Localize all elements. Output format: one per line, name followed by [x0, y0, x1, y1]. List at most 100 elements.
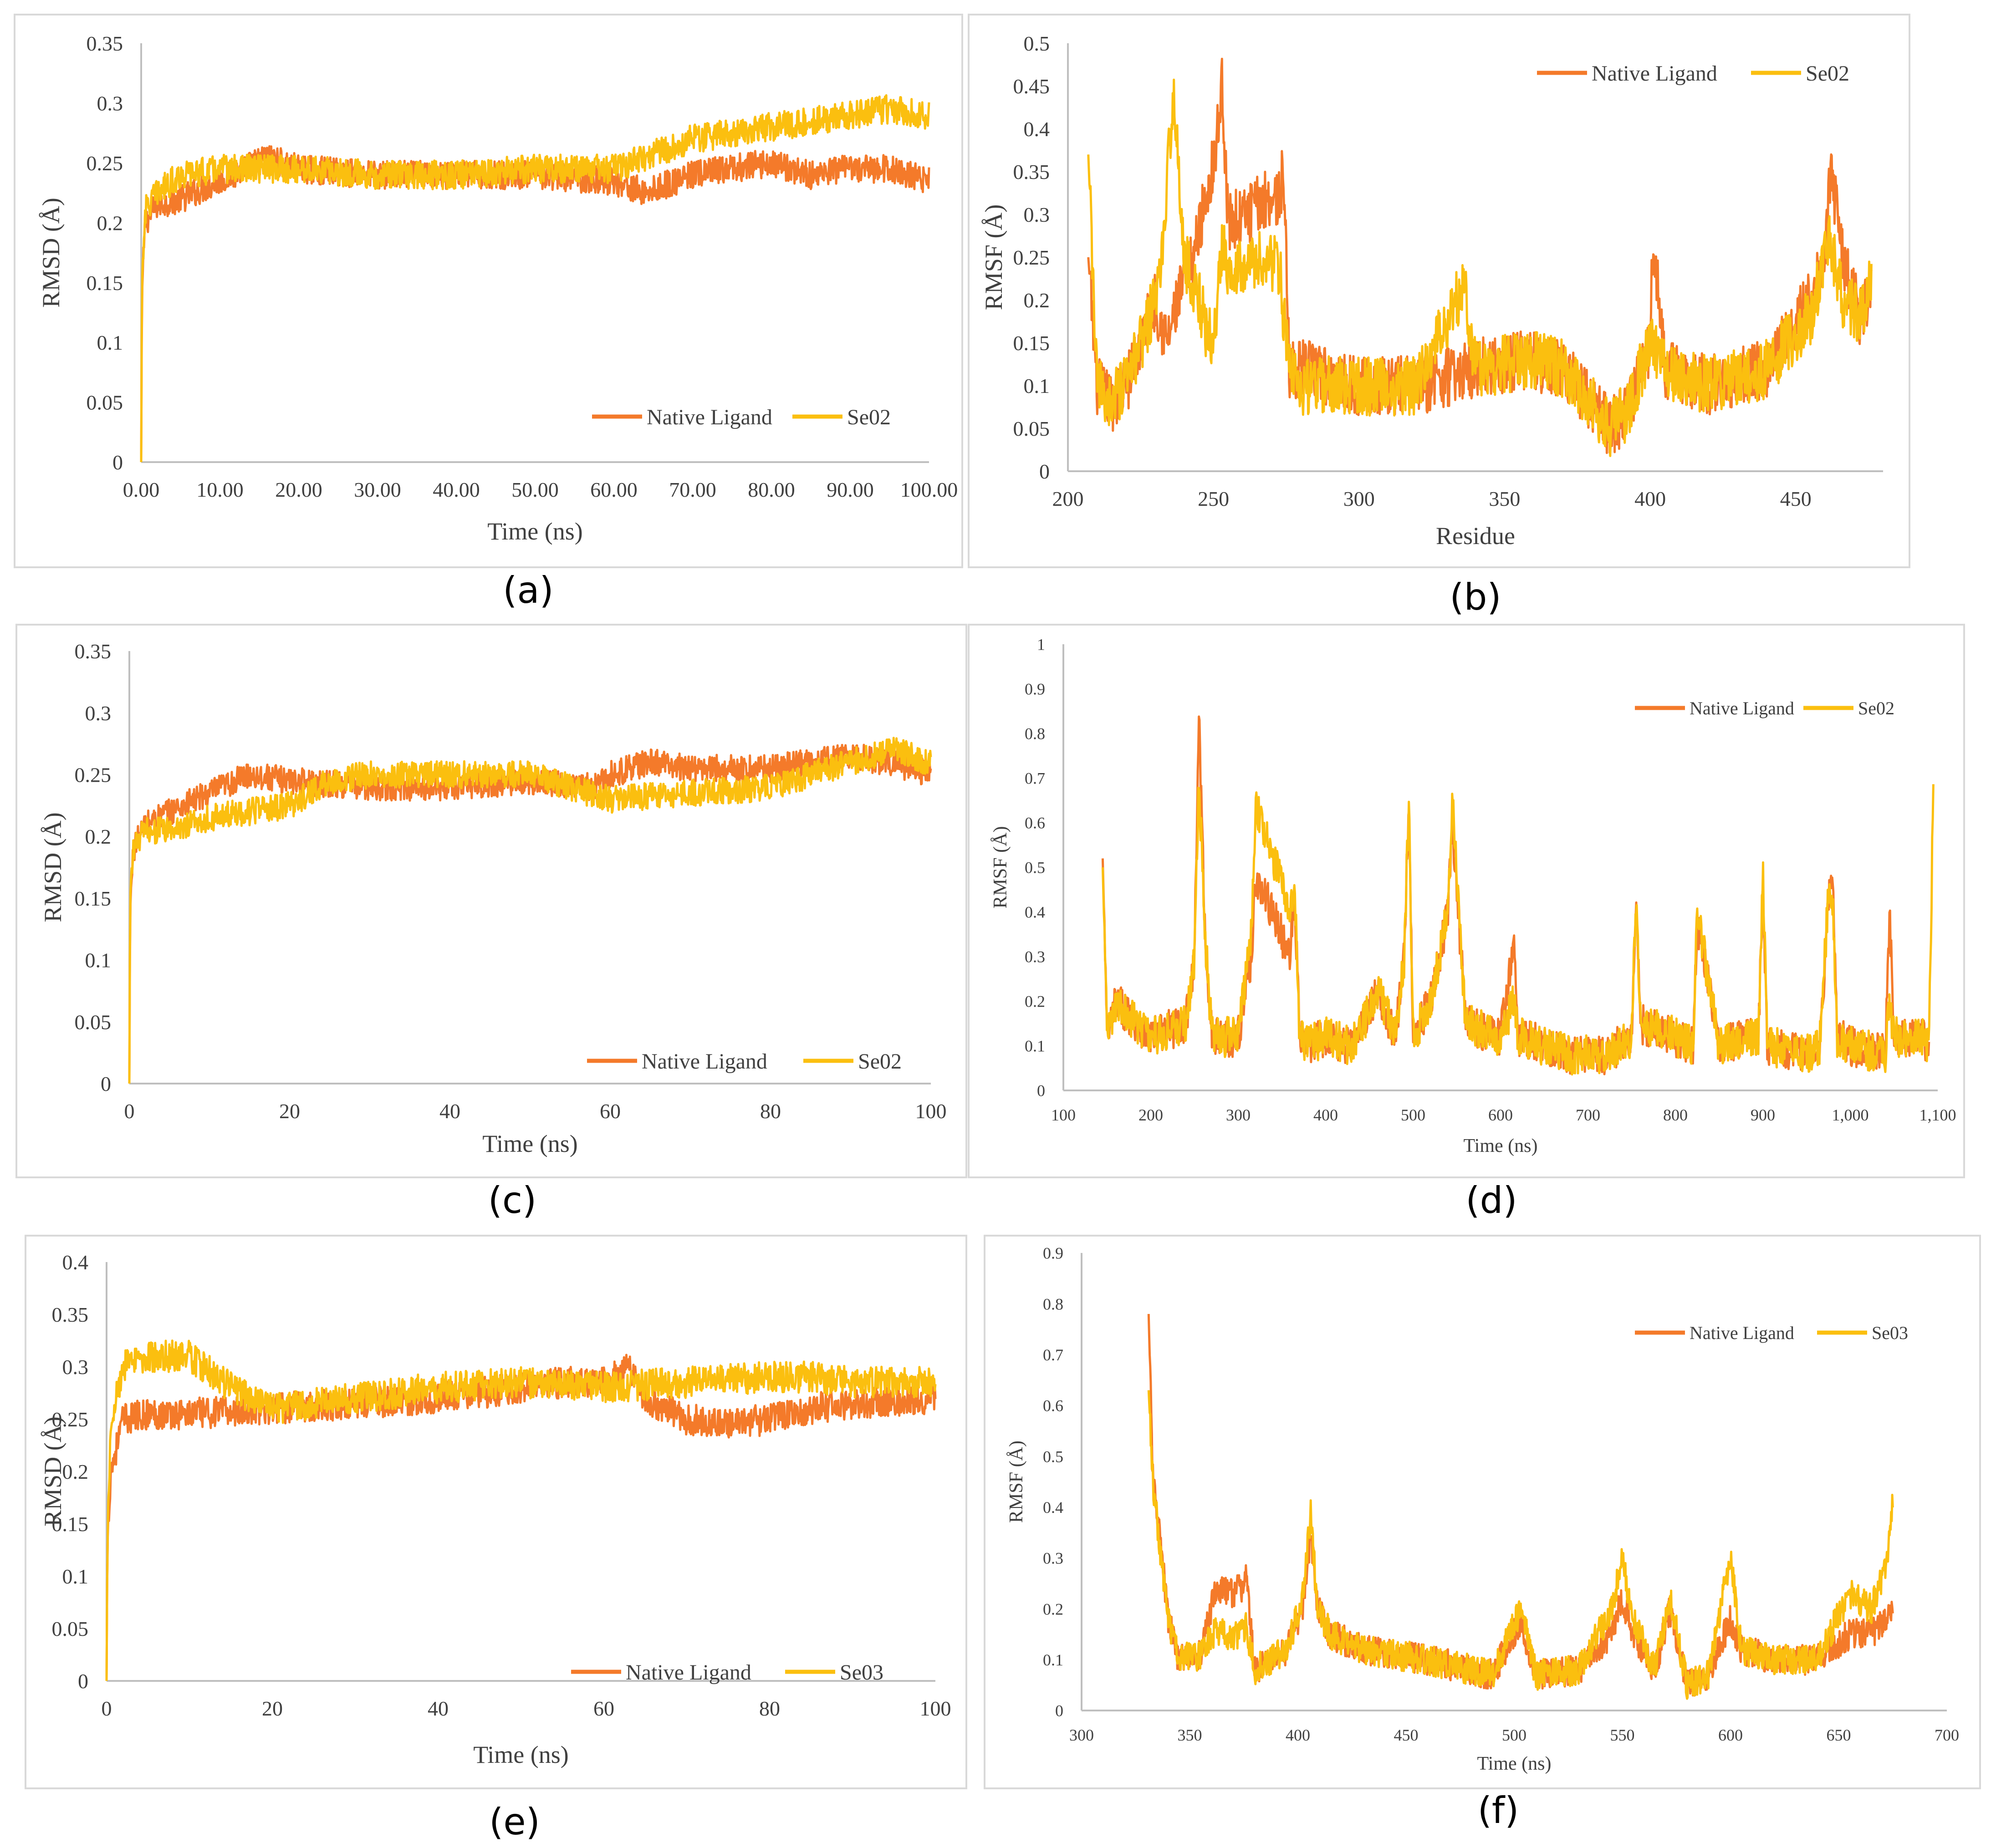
series-line-native-ligand — [105, 1354, 937, 1681]
y-tick-label: 0.25 — [1013, 246, 1050, 269]
x-tick-label: 70.00 — [669, 478, 716, 501]
panel-label-f: (f) — [1477, 1789, 1519, 1832]
y-tick-label: 0.3 — [1043, 1549, 1063, 1568]
y-tick-label: 0.35 — [1013, 160, 1050, 183]
y-tick-label: 0.4 — [1024, 117, 1050, 141]
y-tick-label: 0.05 — [75, 1010, 112, 1033]
y-tick-label: 0.9 — [1025, 680, 1045, 698]
y-tick-label: 0.35 — [75, 640, 112, 663]
series-line-native-ligand — [128, 743, 932, 1084]
legend-label: Native Ligand — [626, 1660, 751, 1685]
x-tick-label: 0.00 — [123, 478, 160, 501]
panel-label-e: (e) — [489, 1801, 540, 1843]
y-tick-label: 0.6 — [1043, 1397, 1063, 1415]
x-tick-label: 350 — [1489, 487, 1520, 510]
y-tick-label: 0.2 — [62, 1460, 89, 1483]
y-tick-label: 0.25 — [87, 152, 123, 175]
x-tick-label: 100 — [1051, 1106, 1076, 1124]
y-tick-label: 0.25 — [75, 764, 112, 787]
y-tick-label: 0.05 — [52, 1617, 89, 1640]
x-tick-label: 300 — [1069, 1726, 1094, 1744]
y-tick-label: 0.05 — [87, 391, 123, 414]
y-tick-label: 0.3 — [85, 702, 112, 725]
y-tick-label: 0.6 — [1025, 814, 1045, 832]
y-tick-label: 0.7 — [1025, 769, 1045, 788]
panel-b — [968, 14, 1910, 568]
x-tick-label: 100 — [915, 1100, 947, 1123]
x-tick-label: 450 — [1780, 487, 1812, 510]
legend-label: Se03 — [840, 1660, 883, 1685]
y-tick-label: 0.15 — [75, 887, 112, 910]
y-tick-label: 0.2 — [1024, 289, 1050, 312]
series-line-ligand — [128, 737, 932, 1084]
y-tick-label: 0.35 — [87, 32, 123, 55]
x-tick-label: 550 — [1610, 1726, 1635, 1744]
x-tick-label: 500 — [1401, 1106, 1425, 1124]
series-line-ligand — [1147, 1390, 1894, 1700]
x-axis-label: Time (ns) — [482, 1130, 578, 1157]
x-tick-label: 20 — [262, 1697, 283, 1720]
y-tick-label: 0.3 — [97, 92, 123, 115]
x-tick-label: 80 — [760, 1100, 781, 1123]
y-tick-label: 0.15 — [87, 271, 123, 295]
y-axis-label: RMSD (Å) — [39, 1416, 66, 1527]
y-axis-label: RMSF (Å) — [980, 204, 1007, 311]
x-tick-label: 60.00 — [590, 478, 638, 501]
x-tick-label: 80.00 — [748, 478, 795, 501]
x-tick-label: 500 — [1502, 1726, 1526, 1744]
x-tick-label: 600 — [1488, 1106, 1513, 1124]
y-tick-label: 0.5 — [1025, 859, 1045, 877]
y-tick-label: 0.35 — [52, 1303, 89, 1326]
x-tick-label: 400 — [1313, 1106, 1338, 1124]
x-tick-label: 10.00 — [196, 478, 244, 501]
x-tick-label: 650 — [1827, 1726, 1851, 1744]
chart-b-rmsf: 0 0.05 0.1 0.15 0.2 0.25 0.3 0.35 0.4 0.45 0.5 200 2… — [980, 32, 1883, 550]
y-axis-label: RMSF (Å) — [1006, 1441, 1027, 1523]
y-tick-label: 0 — [101, 1072, 111, 1095]
y-tick-label: 0.2 — [1043, 1600, 1063, 1618]
legend-label: Se02 — [847, 405, 891, 429]
y-tick-label: 0.2 — [97, 211, 123, 234]
y-tick-label: 0.1 — [1025, 1037, 1045, 1055]
x-tick-label: 450 — [1394, 1726, 1419, 1744]
chart-c-rmsd: 0 0.05 0.1 0.15 0.2 0.25 0.3 0.35 0 20 40 60 80 100 Ti… — [39, 640, 947, 1157]
chart-f-rmsf: 0 0.1 0.2 0.3 0.4 0.5 0.6 0.7 0.8 0.9 300 350 400 450… — [1006, 1244, 1959, 1774]
y-tick-label: 0.15 — [1013, 331, 1050, 355]
y-axis-label: RMSD (Å) — [37, 198, 65, 308]
x-tick-label: 0 — [124, 1100, 135, 1123]
panel-label-d: (d) — [1465, 1179, 1517, 1222]
x-axis-label: Residue — [1436, 522, 1515, 550]
x-tick-label: 250 — [1198, 487, 1229, 510]
y-tick-label: 0.3 — [62, 1355, 89, 1379]
y-tick-label: 0.4 — [62, 1251, 89, 1274]
y-tick-label: 0.5 — [1024, 32, 1050, 55]
chart-a-rmsd: 0 0.05 0.1 0.15 0.2 0.25 0.3 0.35 0.00 10.00 20.00… — [37, 32, 958, 545]
x-tick-label: 200 — [1138, 1106, 1163, 1124]
panel-c — [15, 624, 967, 1178]
y-tick-label: 0.1 — [85, 949, 112, 972]
x-tick-label: 200 — [1052, 487, 1084, 510]
y-tick-label: 0.8 — [1043, 1295, 1063, 1313]
x-tick-label: 40 — [428, 1697, 449, 1720]
legend-label: Native Ligand — [1690, 698, 1794, 718]
x-axis-label: Time (ns) — [1477, 1753, 1552, 1774]
y-tick-label: 0 — [1055, 1702, 1063, 1720]
legend-label: Native Ligand — [647, 405, 772, 429]
legend-label: Se02 — [1858, 698, 1894, 718]
y-tick-label: 0.3 — [1024, 203, 1050, 226]
y-tick-label: 0 — [78, 1670, 88, 1693]
y-tick-label: 0.45 — [1013, 75, 1050, 98]
series-line-native-ligand — [1147, 1313, 1894, 1697]
x-axis-label: Time (ns) — [487, 518, 583, 545]
x-tick-label: 700 — [1576, 1106, 1600, 1124]
series-line-native-ligand — [1087, 57, 1873, 454]
panel-label-c: (c) — [488, 1179, 537, 1222]
x-tick-label: 1,100 — [1920, 1106, 1956, 1124]
y-tick-label: 0 — [112, 451, 123, 474]
legend-label: Native Ligand — [1690, 1323, 1794, 1343]
x-tick-label: 900 — [1751, 1106, 1775, 1124]
chart-e-rmsd: 0 0.05 0.1 0.15 0.2 0.25 0.3 0.35 0.4 0 20 40 60 80 10… — [39, 1251, 951, 1768]
x-tick-label: 20 — [279, 1100, 300, 1123]
y-tick-label: 1 — [1037, 636, 1045, 654]
legend-label: Se02 — [858, 1049, 902, 1074]
